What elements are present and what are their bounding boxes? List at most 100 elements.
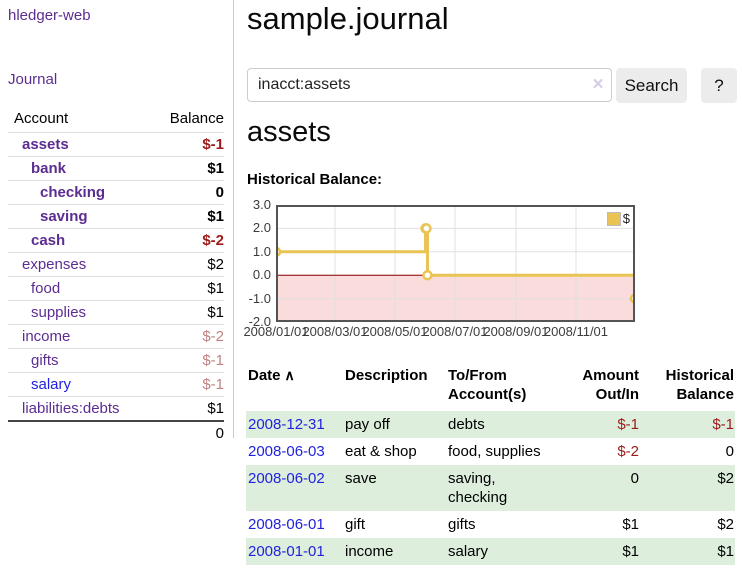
chart-legend: $	[604, 210, 632, 227]
account-row: salary $-1	[8, 372, 224, 396]
account-link[interactable]: income	[22, 327, 71, 345]
y-axis-tick-label: 2.0	[252, 220, 271, 236]
transaction-accounts: gifts	[448, 516, 476, 533]
account-heading: assets	[247, 116, 331, 148]
transaction-date-cell: 2008-06-01	[246, 511, 343, 538]
account-link[interactable]: salary	[31, 375, 72, 393]
transaction-description: save	[345, 470, 377, 487]
account-balance: $1	[207, 399, 224, 417]
register-table: Date ∧ Description To/From Account(s) Amo…	[246, 362, 735, 565]
transaction-description: gift	[345, 516, 366, 533]
transaction-row: 2008-06-02 save saving, checking 0 $2	[246, 465, 735, 511]
register-header-date[interactable]: Date ∧	[248, 367, 295, 384]
transaction-description: income	[345, 543, 394, 560]
transaction-accounts: saving, checking	[448, 470, 508, 506]
account-link[interactable]: checking	[40, 183, 106, 201]
help-button[interactable]: ?	[701, 68, 737, 103]
transaction-accounts: debts	[448, 416, 485, 433]
transaction-date-link[interactable]: 2008-01-01	[248, 543, 325, 560]
transaction-date-link[interactable]: 2008-06-01	[248, 516, 325, 533]
transaction-date-link[interactable]: 2008-06-03	[248, 443, 325, 460]
transaction-row: 2008-06-01 gift gifts $1 $2	[246, 511, 735, 538]
transaction-date-cell: 2008-12-31	[246, 411, 343, 438]
chart-plot-area: $	[270, 205, 641, 322]
account-balance: $-2	[202, 327, 224, 345]
account-link[interactable]: cash	[31, 231, 66, 249]
transaction-accounts: salary	[448, 543, 489, 560]
chart-border	[276, 205, 635, 322]
account-link[interactable]: saving	[40, 207, 88, 225]
account-balance: $-1	[202, 351, 224, 369]
transaction-amount: $-2	[617, 443, 639, 460]
account-link[interactable]: bank	[31, 159, 67, 177]
accounts-header-account: Account	[14, 110, 69, 127]
account-row: checking 0	[8, 180, 224, 204]
account-link[interactable]: supplies	[31, 303, 87, 321]
brand-link[interactable]: hledger-web	[8, 7, 91, 24]
sidebar-divider	[233, 0, 234, 438]
account-balance: $-2	[202, 231, 224, 249]
accounts-total-row: 0	[8, 420, 224, 445]
register-header-balance: Historical Balance	[665, 367, 734, 403]
y-axis-tick-label: 1.0	[252, 243, 271, 259]
account-link[interactable]: food	[31, 279, 61, 297]
account-row: food $1	[8, 276, 224, 300]
accounts-table-header: Account Balance	[8, 108, 224, 132]
y-axis-tick-label: 3.0	[252, 197, 271, 212]
transaction-balance: $-1	[712, 416, 734, 433]
account-balance: $-1	[202, 375, 224, 393]
clear-search-icon[interactable]: ×	[592, 74, 604, 95]
transaction-date-link[interactable]: 2008-06-02	[248, 470, 325, 487]
sidebar-item-journal[interactable]: Journal	[8, 71, 58, 88]
transaction-balance: 0	[725, 443, 734, 460]
chart-data-point	[421, 223, 432, 234]
transaction-row: 2008-06-03 eat & shop food, supplies $-2 0	[246, 438, 735, 465]
transaction-date-cell: 2008-06-03	[246, 438, 343, 465]
transaction-accounts: food, supplies	[448, 443, 541, 460]
account-row: assets $-1	[8, 132, 224, 156]
x-axis-tick-label: 2008/03/01	[302, 324, 368, 339]
y-axis-tick-label: -1.0	[248, 290, 271, 306]
transaction-amount: $1	[622, 543, 639, 560]
account-link[interactable]: assets	[22, 135, 69, 153]
transaction-description: eat & shop	[345, 443, 417, 460]
register-header-description: Description	[345, 367, 428, 384]
account-link[interactable]: expenses	[22, 255, 87, 273]
account-row: income $-2	[8, 324, 224, 348]
chart-data-point	[422, 269, 433, 281]
x-axis-tick-label: 2008/07/01	[422, 324, 488, 339]
account-row: liabilities:debts $1	[8, 396, 224, 420]
account-balance: $1	[207, 159, 224, 177]
transaction-balance: $2	[717, 470, 734, 487]
register-table-header: Date ∧ Description To/From Account(s) Amo…	[246, 362, 735, 411]
legend-swatch-icon	[606, 211, 621, 226]
account-row: supplies $1	[8, 300, 224, 324]
account-link[interactable]: liabilities:debts	[22, 399, 120, 417]
accounts-table: Account Balance assets $-1 bank $1 checking 0…	[8, 108, 224, 445]
accounts-header-balance: Balance	[169, 110, 224, 127]
page-title: sample.journal	[247, 1, 449, 36]
search-button[interactable]: Search	[616, 68, 687, 103]
x-axis-tick-label: 2008/09/01	[483, 324, 549, 339]
accounts-total-value: 0	[215, 424, 224, 442]
x-axis-tick-label: 2008/05/01	[362, 324, 428, 339]
transaction-description: pay off	[345, 416, 390, 433]
y-axis-tick-label: -2.0	[248, 314, 271, 329]
register-header-amount: Amount Out/In	[582, 367, 639, 403]
search-input[interactable]	[247, 68, 612, 102]
account-link[interactable]: gifts	[31, 351, 59, 369]
transaction-date-link[interactable]: 2008-12-31	[248, 416, 325, 433]
account-balance: 0	[215, 183, 224, 201]
account-row: expenses $2	[8, 252, 224, 276]
account-row: bank $1	[8, 156, 224, 180]
transaction-date-cell: 2008-01-01	[246, 538, 343, 565]
transaction-balance: $1	[717, 543, 734, 560]
account-balance: $2	[207, 255, 224, 273]
chart-title: Historical Balance:	[247, 171, 383, 188]
account-balance: $1	[207, 303, 224, 321]
sort-ascending-icon: ∧	[284, 367, 295, 383]
transaction-amount: $-1	[617, 416, 639, 433]
transaction-row: 2008-12-31 pay off debts $-1 $-1	[246, 411, 735, 438]
account-row: saving $1	[8, 204, 224, 228]
